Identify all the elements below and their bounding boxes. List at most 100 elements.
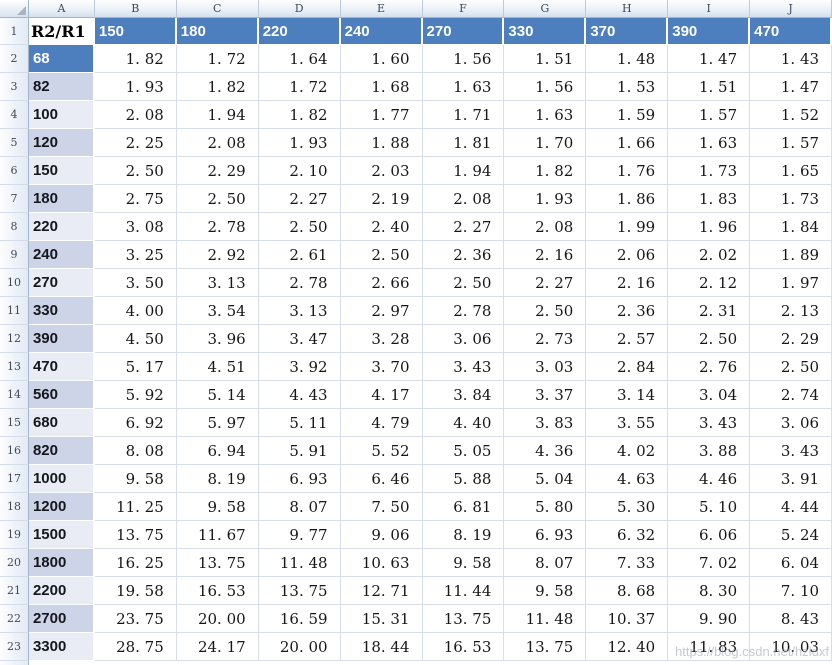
column-header-I[interactable]: I: [668, 0, 751, 18]
cell-G11[interactable]: 2. 50: [504, 297, 587, 325]
cell-B20[interactable]: 16. 25: [94, 549, 177, 577]
cell-G12[interactable]: 2. 73: [504, 325, 587, 353]
cell-A4[interactable]: 100: [28, 101, 95, 129]
cell-A16[interactable]: 820: [28, 437, 95, 465]
cell-C12[interactable]: 3. 96: [176, 325, 259, 353]
cell-D3[interactable]: 1. 72: [258, 73, 341, 101]
cell-D6[interactable]: 2. 10: [258, 157, 341, 185]
cell-I1[interactable]: 390: [668, 18, 751, 45]
cell-D12[interactable]: 3. 47: [258, 325, 341, 353]
cell-F9[interactable]: 2. 36: [422, 241, 505, 269]
cell-F6[interactable]: 1. 94: [422, 157, 505, 185]
column-header-C[interactable]: C: [176, 0, 259, 18]
row-header-23[interactable]: 23: [0, 633, 29, 661]
cell-A3[interactable]: 82: [28, 73, 95, 101]
row-header-8[interactable]: 8: [0, 213, 29, 241]
cell-I5[interactable]: 1. 63: [668, 129, 751, 157]
cell-D17[interactable]: 6. 93: [258, 465, 341, 493]
cell-I9[interactable]: 2. 02: [668, 241, 751, 269]
cell-B23[interactable]: 28. 75: [94, 633, 177, 661]
cell-C16[interactable]: 6. 94: [176, 437, 259, 465]
cell-E17[interactable]: 6. 46: [340, 465, 423, 493]
cell-I4[interactable]: 1. 57: [668, 101, 751, 129]
cell-E13[interactable]: 3. 70: [340, 353, 423, 381]
row-header-22[interactable]: 22: [0, 605, 29, 633]
cell-G1[interactable]: 330: [504, 18, 587, 45]
cell-C22[interactable]: 20. 00: [176, 605, 259, 633]
cell-B1[interactable]: 150: [94, 18, 177, 45]
row-header-1[interactable]: 1: [0, 18, 29, 45]
cell-H2[interactable]: 1. 48: [586, 45, 669, 73]
cell-B4[interactable]: 2. 08: [94, 101, 177, 129]
cell-A17[interactable]: 1000: [28, 465, 95, 493]
row-header-4[interactable]: 4: [0, 101, 29, 129]
cell-A12[interactable]: 390: [28, 325, 95, 353]
cell-B12[interactable]: 4. 50: [94, 325, 177, 353]
cell-G14[interactable]: 3. 37: [504, 381, 587, 409]
cell-B21[interactable]: 19. 58: [94, 577, 177, 605]
cell-J3[interactable]: 1. 47: [750, 73, 832, 101]
row-header-3[interactable]: 3: [0, 73, 29, 101]
cell-H21[interactable]: 8. 68: [586, 577, 669, 605]
cell-B6[interactable]: 2. 50: [94, 157, 177, 185]
cell-G5[interactable]: 1. 70: [504, 129, 587, 157]
cell-H9[interactable]: 2. 06: [586, 241, 669, 269]
cell-D11[interactable]: 3. 13: [258, 297, 341, 325]
cell-A20[interactable]: 1800: [28, 549, 95, 577]
cell-B9[interactable]: 3. 25: [94, 241, 177, 269]
cell-C2[interactable]: 1. 72: [176, 45, 259, 73]
cell-F8[interactable]: 2. 27: [422, 213, 505, 241]
cell-H10[interactable]: 2. 16: [586, 269, 669, 297]
cell-C21[interactable]: 16. 53: [176, 577, 259, 605]
cell-D2[interactable]: 1. 64: [258, 45, 341, 73]
column-header-B[interactable]: B: [94, 0, 177, 18]
cell-C6[interactable]: 2. 29: [176, 157, 259, 185]
cell-A18[interactable]: 1200: [28, 493, 95, 521]
row-header-2[interactable]: 2: [0, 45, 29, 73]
cell-C7[interactable]: 2. 50: [176, 185, 259, 213]
cell-E9[interactable]: 2. 50: [340, 241, 423, 269]
cell-B14[interactable]: 5. 92: [94, 381, 177, 409]
cell-J23[interactable]: 10. 03: [750, 633, 832, 661]
cell-F17[interactable]: 5. 88: [422, 465, 505, 493]
cell-B19[interactable]: 13. 75: [94, 521, 177, 549]
cell-H8[interactable]: 1. 99: [586, 213, 669, 241]
cell-D4[interactable]: 1. 82: [258, 101, 341, 129]
cell-B2[interactable]: 1. 82: [94, 45, 177, 73]
cell-C20[interactable]: 13. 75: [176, 549, 259, 577]
cell-B13[interactable]: 5. 17: [94, 353, 177, 381]
cell-I12[interactable]: 2. 50: [668, 325, 751, 353]
cell-J15[interactable]: 3. 06: [750, 409, 832, 437]
cell-I8[interactable]: 1. 96: [668, 213, 751, 241]
column-header-H[interactable]: H: [586, 0, 669, 18]
cell-J6[interactable]: 1. 65: [750, 157, 832, 185]
cell-I3[interactable]: 1. 51: [668, 73, 751, 101]
cell-E10[interactable]: 2. 66: [340, 269, 423, 297]
cell-E23[interactable]: 18. 44: [340, 633, 423, 661]
cell-H1[interactable]: 370: [586, 18, 669, 45]
cell-E18[interactable]: 7. 50: [340, 493, 423, 521]
cell-I18[interactable]: 5. 10: [668, 493, 751, 521]
row-header-11[interactable]: 11: [0, 297, 29, 325]
cell-E2[interactable]: 1. 60: [340, 45, 423, 73]
column-header-J[interactable]: J: [750, 0, 832, 18]
cell-J11[interactable]: 2. 13: [750, 297, 832, 325]
cell-A15[interactable]: 680: [28, 409, 95, 437]
cell-F4[interactable]: 1. 71: [422, 101, 505, 129]
cell-D21[interactable]: 13. 75: [258, 577, 341, 605]
cell-E12[interactable]: 3. 28: [340, 325, 423, 353]
row-header-5[interactable]: 5: [0, 129, 29, 157]
cell-H15[interactable]: 3. 55: [586, 409, 669, 437]
cell-H3[interactable]: 1. 53: [586, 73, 669, 101]
cell-J1[interactable]: 470: [750, 18, 832, 45]
cell-G22[interactable]: 11. 48: [504, 605, 587, 633]
cell-E6[interactable]: 2. 03: [340, 157, 423, 185]
cell-A11[interactable]: 330: [28, 297, 95, 325]
cell-F12[interactable]: 3. 06: [422, 325, 505, 353]
cell-F14[interactable]: 3. 84: [422, 381, 505, 409]
cell-A10[interactable]: 270: [28, 269, 95, 297]
cell-C18[interactable]: 9. 58: [176, 493, 259, 521]
cell-A22[interactable]: 2700: [28, 605, 95, 633]
cell-H16[interactable]: 4. 02: [586, 437, 669, 465]
cell-H17[interactable]: 4. 63: [586, 465, 669, 493]
